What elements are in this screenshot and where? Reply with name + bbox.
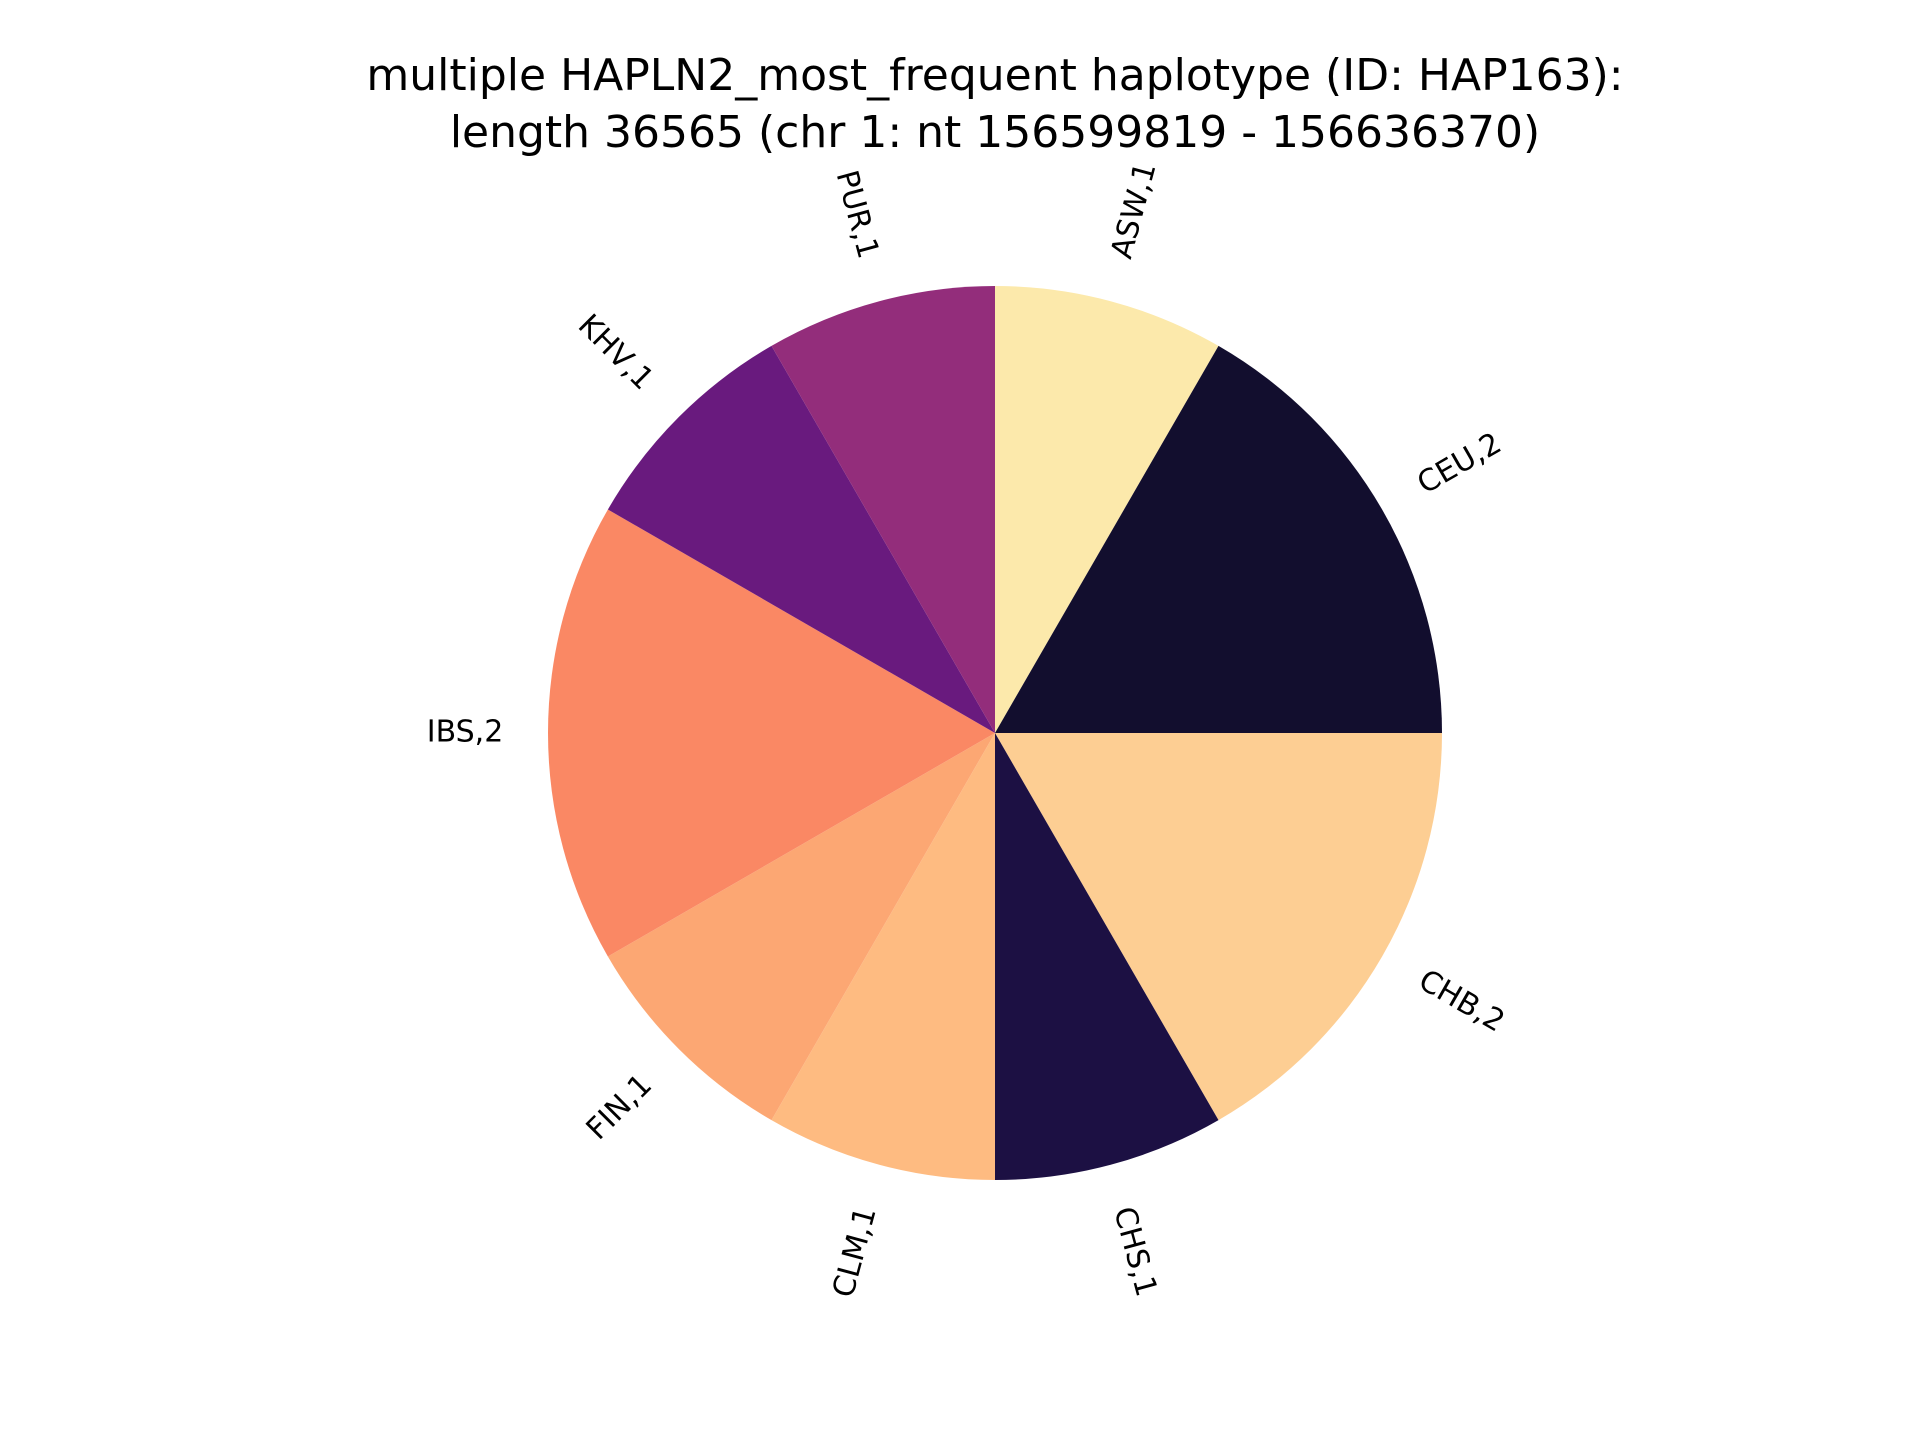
- chart-title-line-1: multiple HAPLN2_most_frequent haplotype …: [366, 50, 1623, 101]
- pie-label-pur: PUR,1: [829, 167, 886, 263]
- pie-label-khv: KHV,1: [571, 308, 660, 397]
- pie-label-ceu: CEU,2: [1412, 426, 1508, 502]
- pie-label-chs: CHS,1: [1106, 1203, 1163, 1300]
- pie-slice-ibs: [548, 509, 995, 957]
- pie-slice-fin: [607, 733, 995, 1121]
- pie-slice-asw: [995, 286, 1219, 733]
- pie-label-ibs: IBS,2: [427, 715, 504, 750]
- pie-slice-chs: [995, 733, 1219, 1180]
- pie-slice-clm: [771, 733, 995, 1180]
- pie-slice-pur: [771, 286, 995, 733]
- pie-label-fin: FIN,1: [580, 1068, 659, 1147]
- pie-label-chb: CHB,2: [1413, 963, 1511, 1040]
- chart-title-line-2: length 36565 (chr 1: nt 156599819 - 1566…: [450, 107, 1540, 158]
- pie-slice-chb: [995, 733, 1442, 1121]
- pie-slice-khv: [607, 345, 995, 733]
- pie-label-asw: ASW,1: [1104, 159, 1163, 263]
- pie-slices: [548, 286, 1442, 1180]
- chart-title: multiple HAPLN2_most_frequent haplotype …: [366, 50, 1623, 158]
- pie-slice-ceu: [995, 345, 1442, 733]
- pie-label-clm: CLM,1: [826, 1203, 884, 1301]
